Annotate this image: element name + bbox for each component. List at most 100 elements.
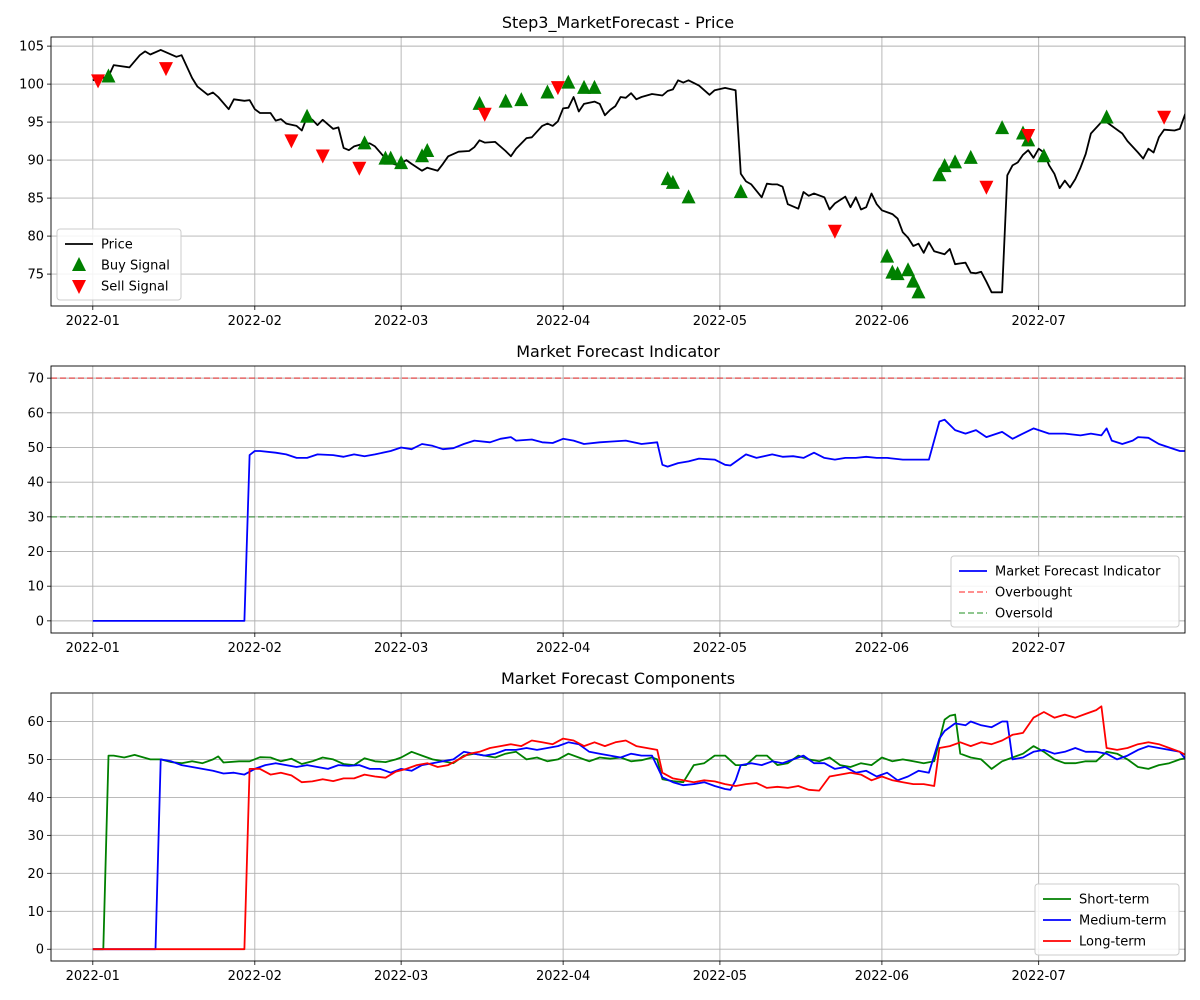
buy-signal-marker — [561, 74, 576, 89]
y-tick-label: 80 — [27, 230, 44, 245]
y-tick-label: 30 — [27, 510, 44, 525]
sell-signal-marker — [827, 224, 842, 239]
y-tick-label: 30 — [27, 829, 44, 844]
buy-signal-marker — [1036, 148, 1051, 163]
legend: Short-term Medium-term Long-term — [1034, 883, 1180, 956]
y-tick-label: 20 — [27, 867, 44, 882]
price-line — [92, 49, 1185, 294]
buy-signal-marker — [733, 184, 748, 199]
buy-signal-marker — [880, 248, 895, 263]
long-term-line — [92, 705, 1185, 951]
x-tick-label: 2022-06 — [855, 641, 909, 656]
y-tick-label: 50 — [27, 441, 44, 456]
buy-signal-marker — [540, 84, 555, 99]
x-tick-label: 2022-04 — [536, 641, 590, 656]
x-tick-label: 2022-01 — [66, 314, 120, 329]
medium-term-line — [92, 720, 1185, 951]
y-tick-label: 60 — [27, 406, 44, 421]
y-tick-label: 40 — [27, 791, 44, 806]
x-tick-label: 2022-03 — [374, 641, 428, 656]
buy-signal-marker — [472, 95, 487, 110]
legend-label-overbought: Overbought — [995, 586, 1072, 601]
buy-signal-marker — [394, 155, 409, 170]
buy-signal-marker — [1099, 109, 1114, 124]
chart-title: Step3_MarketForecast - Price — [502, 13, 734, 33]
legend-swatch-buy-signal — [72, 257, 86, 271]
buy-signal-marker — [383, 150, 398, 165]
plot-frame — [50, 692, 1186, 962]
plot-frame — [50, 36, 1186, 307]
buy-signal-marker — [932, 167, 947, 182]
buy-signal-marker — [577, 79, 592, 94]
sell-signal-marker — [91, 74, 106, 89]
buy-signal-marker — [937, 158, 952, 173]
sell-signal-marker — [979, 180, 994, 195]
x-tick-label: 2022-05 — [693, 969, 747, 984]
plot-area — [92, 705, 1185, 951]
plot-area — [91, 49, 1185, 299]
y-tick-label: 0 — [36, 614, 44, 629]
y-tick-label: 0 — [36, 943, 44, 958]
y-tick-label: 85 — [27, 192, 44, 207]
sell-signal-marker — [1021, 129, 1036, 144]
legend-label-market-forecast-indicator: Market Forecast Indicator — [995, 565, 1161, 580]
buy-signal-marker — [995, 120, 1010, 135]
y-tick-label: 20 — [27, 545, 44, 560]
x-tick-label: 2022-02 — [228, 314, 282, 329]
y-tick-label: 40 — [27, 476, 44, 491]
legend: Market Forecast Indicator Overbought Overs… — [950, 555, 1180, 628]
buy-signal-marker — [101, 68, 116, 83]
sell-signal-marker — [315, 149, 330, 164]
legend: Price Buy Signal Sell Signal — [56, 228, 182, 301]
chart-title: Market Forecast Components — [501, 669, 735, 688]
buy-signal-marker — [906, 273, 921, 288]
x-tick-label: 2022-05 — [693, 314, 747, 329]
buy-signal-marker — [963, 149, 978, 164]
x-tick-label: 2022-06 — [855, 314, 909, 329]
buy-signal-marker — [300, 108, 315, 123]
buy-signal-marker — [498, 93, 513, 108]
legend-box — [950, 555, 1180, 628]
plot-frame — [50, 365, 1186, 634]
chart-title: Market Forecast Indicator — [516, 342, 720, 361]
y-tick-label: 50 — [27, 753, 44, 768]
x-tick-label: 2022-02 — [228, 969, 282, 984]
legend-box — [1034, 883, 1180, 956]
y-tick-label: 75 — [27, 268, 44, 283]
buy-signal-marker — [357, 135, 372, 150]
legend-label-price: Price — [101, 238, 133, 253]
chart-panel-1: 2022-01 2022-02 2022-03 2022-04 2022-05 2022-… — [19, 13, 1186, 329]
legend-label-sell-signal: Sell Signal — [101, 280, 169, 295]
legend-box — [56, 228, 182, 301]
x-tick-label: 2022-07 — [1012, 641, 1066, 656]
x-tick-label: 2022-03 — [374, 314, 428, 329]
sell-signal-marker — [158, 62, 173, 77]
legend-label-short-term: Short-term — [1079, 893, 1149, 908]
x-tick-label: 2022-03 — [374, 969, 428, 984]
y-tick-label: 105 — [19, 40, 44, 55]
plot-background — [51, 693, 1185, 961]
y-tick-label: 90 — [27, 154, 44, 169]
y-tick-label: 10 — [27, 580, 44, 595]
x-tick-label: 2022-04 — [536, 314, 590, 329]
x-tick-label: 2022-02 — [228, 641, 282, 656]
x-tick-label: 2022-05 — [693, 641, 747, 656]
x-tick-label: 2022-04 — [536, 969, 590, 984]
buy-signal-marker — [890, 266, 905, 281]
market-forecast-indicator-line — [92, 418, 1185, 622]
buy-signal-marker — [587, 79, 602, 94]
sell-signal-marker — [1157, 110, 1172, 125]
x-tick-label: 2022-07 — [1012, 314, 1066, 329]
legend-label-buy-signal: Buy Signal — [101, 259, 170, 274]
x-tick-label: 2022-06 — [855, 969, 909, 984]
buy-signal-marker — [420, 142, 435, 157]
chart-panel-3: 2022-01 2022-02 2022-03 2022-04 2022-05 2022-… — [27, 669, 1186, 984]
buy-signal-marker — [901, 262, 916, 277]
x-tick-label: 2022-07 — [1012, 969, 1066, 984]
legend-label-oversold: Oversold — [995, 607, 1053, 622]
plot-area — [92, 418, 1185, 622]
buy-signal-marker — [665, 174, 680, 189]
x-tick-label: 2022-01 — [66, 969, 120, 984]
legend-label-medium-term: Medium-term — [1079, 914, 1167, 929]
